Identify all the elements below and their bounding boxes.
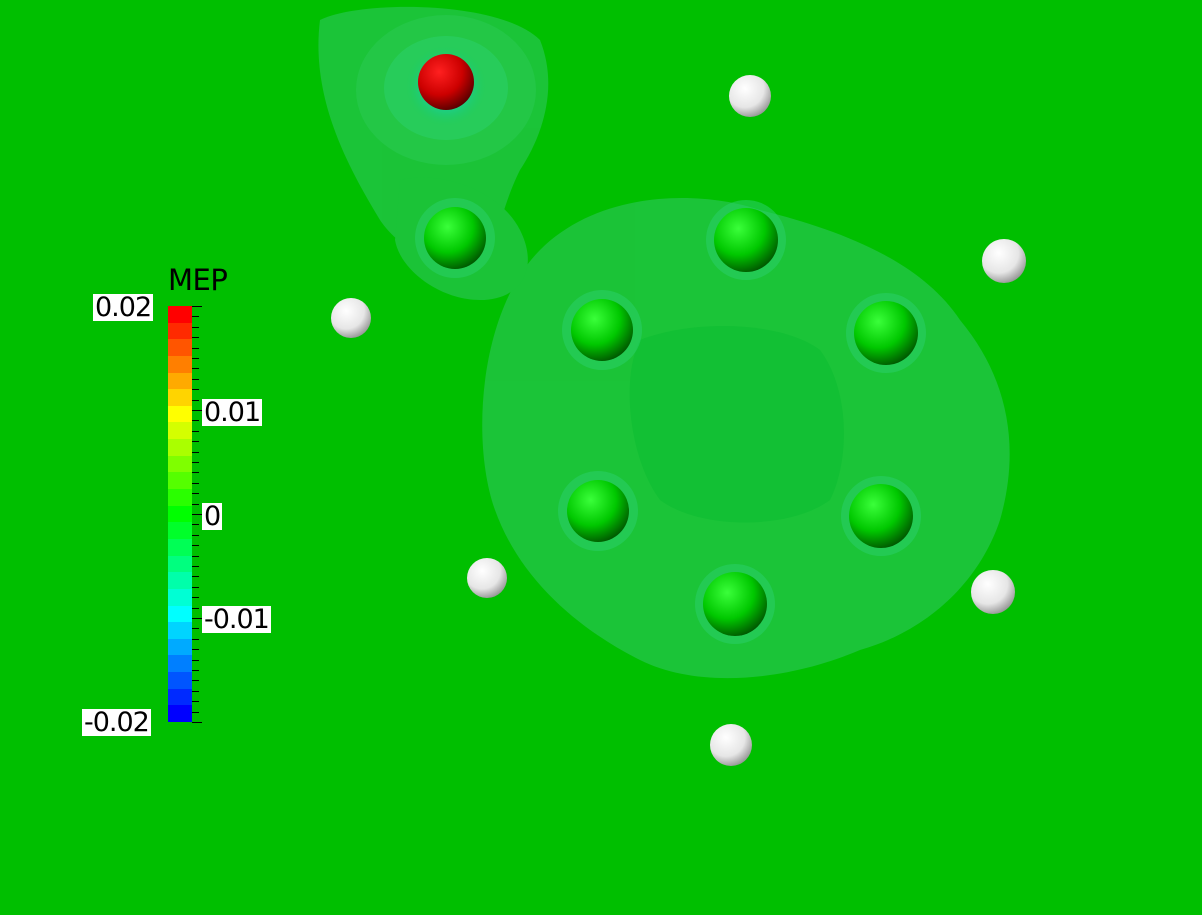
hydrogen-atom (971, 570, 1015, 614)
carbon-atom (567, 480, 629, 542)
hydrogen-atom (710, 724, 752, 766)
ring-hole (629, 326, 844, 523)
carbon-atom (854, 301, 918, 365)
carbon-atom (424, 207, 486, 269)
hydrogen-atom (982, 239, 1026, 283)
carbon-atom (703, 572, 767, 636)
atoms (331, 54, 1026, 766)
isosurface-inner (629, 326, 844, 523)
carbon-atom (714, 208, 778, 272)
carbon-atom (849, 484, 913, 548)
hydrogen-atom (331, 298, 371, 338)
carbon-atom (571, 299, 633, 361)
hydrogen-atom (467, 558, 507, 598)
hydrogen-atom (729, 75, 771, 117)
oxygen-atom (418, 54, 474, 110)
